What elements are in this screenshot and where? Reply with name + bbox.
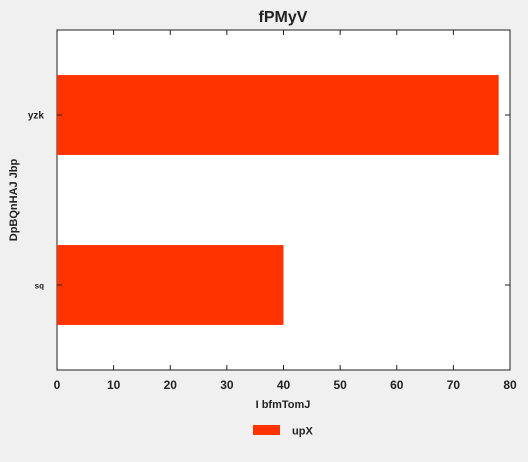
x-tick-label: 60 [390,378,404,392]
x-axis-ticks: 0 10 20 30 40 50 60 70 80 [54,30,517,392]
legend-swatch [253,425,280,435]
y-tick-label-yzk: yzk [28,111,45,122]
bar-sq [57,245,284,325]
bars-group [57,75,499,325]
x-tick-label: 0 [54,378,61,392]
x-tick-label: 70 [447,378,461,392]
y-axis-label: DpBQnHAJ Jbp [8,158,20,241]
x-tick-label: 10 [107,378,121,392]
legend: upX [253,425,313,438]
x-tick-label: 40 [277,378,291,392]
legend-label: upX [292,426,313,438]
x-tick-label: 20 [164,378,178,392]
x-tick-label: 30 [220,378,234,392]
x-tick-label: 50 [333,378,347,392]
y-tick-label-sq: sq [35,282,44,291]
chart-title: fPMyV [259,9,308,26]
y-axis-ticks: yzk sq [28,111,510,291]
bar-yzk [57,75,499,155]
x-axis-label: I bfmTomJ [256,399,311,411]
x-tick-label: 80 [503,378,517,392]
